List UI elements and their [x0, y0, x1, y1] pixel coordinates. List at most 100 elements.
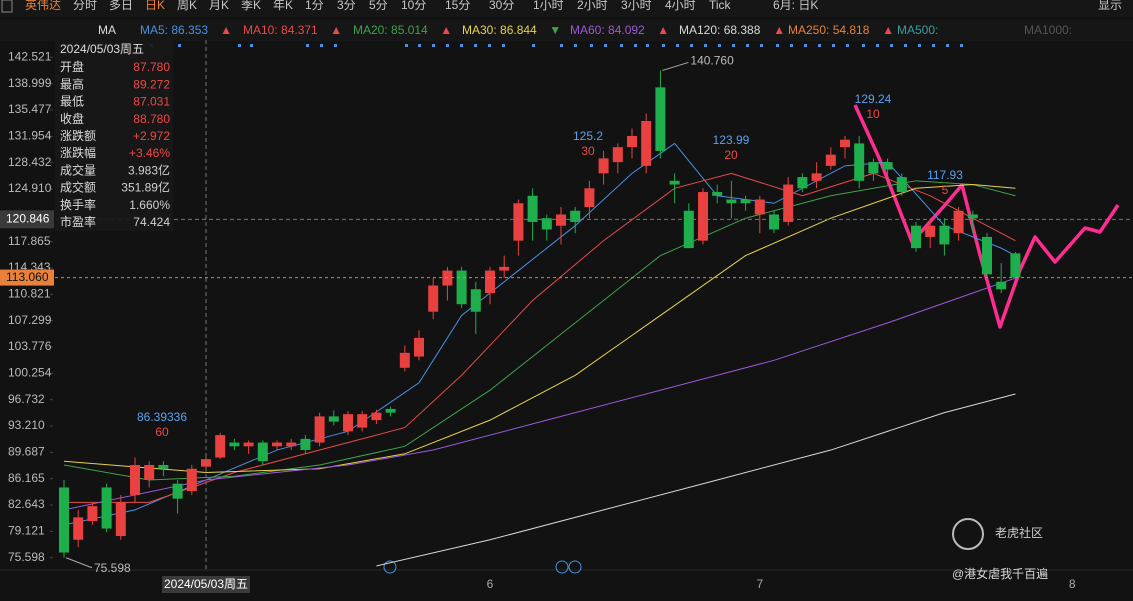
- candle-body: [272, 442, 282, 447]
- period-tab[interactable]: 分时: [73, 0, 97, 12]
- period-tab[interactable]: 30分: [489, 0, 514, 12]
- info-value: 87.031: [133, 95, 170, 109]
- info-value: 87.780: [133, 60, 170, 74]
- ma-arrow: ▲: [440, 23, 452, 37]
- y-tick-label: 82.643: [8, 497, 45, 511]
- event-dot: [946, 44, 949, 47]
- event-dot: [876, 44, 879, 47]
- annotation-period: 30: [581, 144, 595, 158]
- info-label: 涨跌幅: [60, 145, 96, 160]
- period-tab[interactable]: 多日: [109, 0, 133, 12]
- range-select[interactable]: 6月: 日K: [773, 0, 818, 12]
- event-icon[interactable]: [555, 560, 569, 574]
- event-dot: [532, 44, 535, 47]
- annotation-period: 10: [866, 107, 880, 121]
- display-button[interactable]: 显示: [1098, 0, 1122, 12]
- y-tick-label: 142.521: [8, 49, 52, 63]
- candle-body: [698, 192, 708, 241]
- candle-body: [286, 442, 297, 447]
- period-tab[interactable]: 4小时: [665, 0, 696, 12]
- candle-body: [300, 438, 311, 451]
- y-tick-label: 131.954: [8, 128, 52, 142]
- period-tab[interactable]: 3分: [337, 0, 356, 12]
- period-tab[interactable]: 3小时: [621, 0, 652, 12]
- y-tick-label: 93.210: [8, 418, 45, 432]
- candle-body: [783, 184, 794, 222]
- candle-body: [726, 199, 737, 204]
- low-label: 75.598: [94, 561, 131, 575]
- period-tab[interactable]: 月K: [209, 0, 229, 12]
- event-dot: [818, 44, 821, 47]
- crosshair-date-label: 2024/05/03周五: [164, 577, 248, 591]
- event-dot: [418, 44, 421, 47]
- period-tab[interactable]: 5分: [369, 0, 388, 12]
- candle-body: [740, 199, 751, 204]
- event-dot: [320, 44, 323, 47]
- event-dot: [306, 44, 309, 47]
- period-tab[interactable]: 年K: [273, 0, 293, 12]
- candle-body: [428, 285, 439, 312]
- event-dot: [620, 44, 623, 47]
- toolbar-bg: [0, 0, 1133, 17]
- candle-body: [627, 135, 637, 148]
- candle-body: [825, 154, 836, 166]
- period-tab[interactable]: 日K: [145, 0, 165, 12]
- period-tab[interactable]: 1小时: [533, 0, 564, 12]
- period-tab[interactable]: 2小时: [577, 0, 608, 12]
- info-value: +2.972: [133, 129, 170, 143]
- y-tick-label: 75.598: [8, 550, 45, 564]
- candle-body: [641, 120, 652, 166]
- event-dot: [405, 44, 408, 47]
- candle-body: [868, 162, 879, 174]
- info-value: 1.660%: [129, 198, 170, 212]
- period-tab[interactable]: 10分: [401, 0, 426, 12]
- candle-body: [485, 270, 495, 293]
- period-tab[interactable]: 1分: [305, 0, 324, 12]
- event-dot: [646, 44, 649, 47]
- candle-body: [669, 180, 680, 185]
- info-label: 收盘: [60, 111, 84, 126]
- candle-body: [229, 442, 240, 447]
- ma-legend: MA5: 86.353: [140, 23, 208, 37]
- candle-body: [73, 517, 84, 540]
- annotation-price: 117.93: [927, 168, 963, 182]
- crosshair-price-box: [0, 210, 54, 229]
- candle-body: [314, 416, 325, 443]
- symbol[interactable]: 英伟达: [25, 0, 61, 12]
- info-panel-bg: [55, 41, 173, 231]
- event-icon[interactable]: [568, 560, 582, 574]
- period-tab[interactable]: 季K: [241, 0, 261, 12]
- event-dot: [862, 44, 865, 47]
- candle-body: [584, 188, 595, 207]
- watermark-logo: [952, 518, 984, 550]
- candle-body: [939, 225, 950, 245]
- event-dot: [446, 44, 449, 47]
- y-tick-label: 135.477: [8, 102, 52, 116]
- candle-body: [328, 416, 339, 422]
- period-tab[interactable]: 15分: [445, 0, 470, 12]
- event-dot: [776, 44, 779, 47]
- x-tick-label: 6: [487, 577, 494, 591]
- y-tick-label: 107.299: [8, 313, 52, 327]
- ma-line: [63, 180, 1016, 481]
- annotation-price: 123.99: [713, 133, 750, 147]
- info-value: 3.983亿: [128, 162, 170, 177]
- last-price-label: 113.060: [6, 270, 49, 284]
- ma-arrow: ▲: [657, 23, 669, 37]
- event-dot: [718, 44, 721, 47]
- event-dot: [502, 44, 505, 47]
- event-dot: [960, 44, 963, 47]
- y-tick-label: 86.165: [8, 471, 45, 485]
- indicator-name[interactable]: MA: [98, 23, 116, 37]
- indicator-bar-bg: [0, 20, 1133, 41]
- annotation-period: 5: [942, 183, 949, 197]
- period-tab[interactable]: 周K: [177, 0, 197, 12]
- candle-body: [953, 210, 964, 234]
- period-tab[interactable]: Tick: [709, 0, 732, 12]
- event-icon[interactable]: [383, 560, 397, 574]
- event-dot: [474, 44, 477, 47]
- candle-body: [158, 465, 169, 469]
- ma-arrow: ▼: [549, 23, 561, 37]
- candle-body: [513, 203, 524, 241]
- candle-body: [854, 143, 865, 181]
